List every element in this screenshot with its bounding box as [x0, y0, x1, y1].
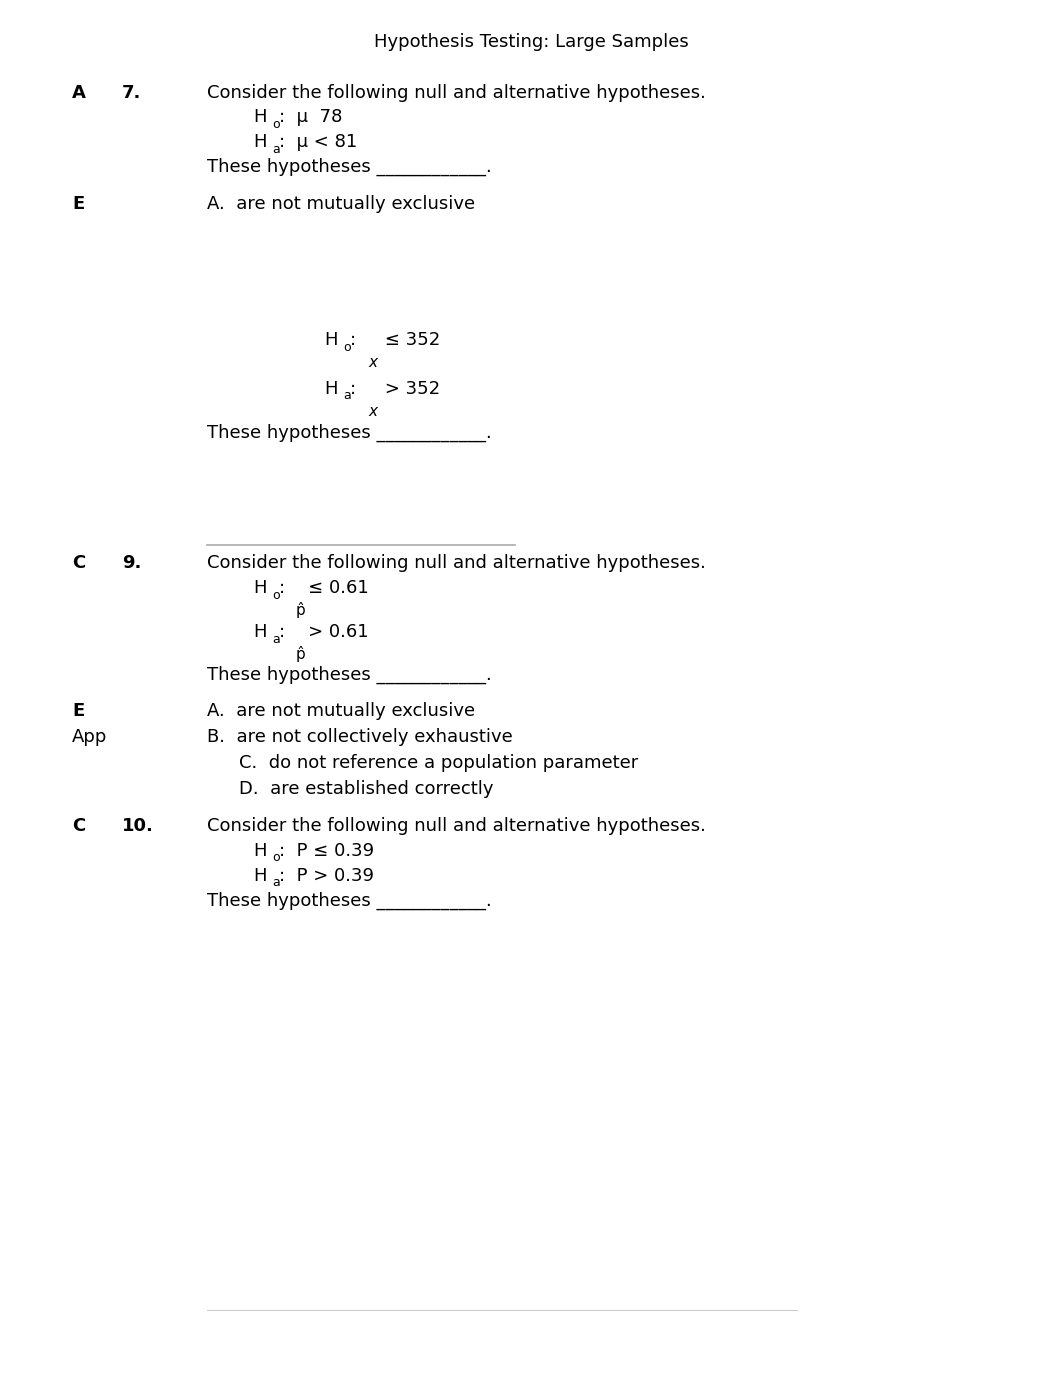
Text: D.  are established correctly: D. are established correctly: [239, 780, 494, 798]
Text: 7.: 7.: [122, 84, 141, 102]
Text: o: o: [343, 341, 350, 354]
Text: x: x: [369, 355, 377, 370]
Text: H: H: [324, 380, 338, 398]
Text: These hypotheses ____________.: These hypotheses ____________.: [207, 892, 492, 910]
Text: These hypotheses ____________.: These hypotheses ____________.: [207, 158, 492, 176]
Text: :  μ  78: : μ 78: [279, 109, 343, 127]
Text: :  P ≤ 0.39: : P ≤ 0.39: [279, 842, 375, 860]
Text: H: H: [253, 623, 267, 641]
Text: H: H: [324, 332, 338, 350]
Text: E: E: [72, 702, 85, 720]
Text: These hypotheses ____________.: These hypotheses ____________.: [207, 666, 492, 684]
Text: E: E: [72, 195, 85, 213]
Text: :  μ < 81: : μ < 81: [279, 133, 358, 151]
Text: :     ≤ 352: : ≤ 352: [350, 332, 441, 350]
Text: A: A: [72, 84, 86, 102]
Text: 10.: 10.: [122, 817, 154, 835]
Text: H: H: [253, 842, 267, 860]
Text: H: H: [253, 579, 267, 597]
Text: H: H: [253, 133, 267, 151]
Text: Consider the following null and alternative hypotheses.: Consider the following null and alternat…: [207, 817, 706, 835]
Text: :  P > 0.39: : P > 0.39: [279, 867, 374, 885]
Text: o: o: [272, 852, 279, 864]
Text: a: a: [272, 877, 279, 889]
Text: o: o: [272, 589, 279, 601]
Text: A.  are not mutually exclusive: A. are not mutually exclusive: [207, 195, 475, 213]
Text: p̂: p̂: [295, 647, 305, 662]
Text: o: o: [272, 118, 279, 131]
Text: :     > 352: : > 352: [350, 380, 441, 398]
Text: App: App: [72, 728, 107, 746]
Text: p̂: p̂: [295, 603, 305, 618]
Text: a: a: [272, 143, 279, 155]
Text: B.  are not collectively exhaustive: B. are not collectively exhaustive: [207, 728, 513, 746]
Text: C: C: [72, 817, 85, 835]
Text: C: C: [72, 555, 85, 572]
Text: These hypotheses ____________.: These hypotheses ____________.: [207, 424, 492, 442]
Text: Consider the following null and alternative hypotheses.: Consider the following null and alternat…: [207, 84, 706, 102]
Text: H: H: [253, 867, 267, 885]
Text: Hypothesis Testing: Large Samples: Hypothesis Testing: Large Samples: [374, 33, 688, 51]
Text: a: a: [343, 389, 350, 402]
Text: :    ≤ 0.61: : ≤ 0.61: [279, 579, 370, 597]
Text: H: H: [253, 109, 267, 127]
Text: a: a: [272, 633, 279, 645]
Text: 9.: 9.: [122, 555, 141, 572]
Text: C.  do not reference a population parameter: C. do not reference a population paramet…: [239, 754, 638, 772]
Text: Consider the following null and alternative hypotheses.: Consider the following null and alternat…: [207, 555, 706, 572]
Text: :    > 0.61: : > 0.61: [279, 623, 369, 641]
Text: A.  are not mutually exclusive: A. are not mutually exclusive: [207, 702, 475, 720]
Text: x: x: [369, 403, 377, 418]
